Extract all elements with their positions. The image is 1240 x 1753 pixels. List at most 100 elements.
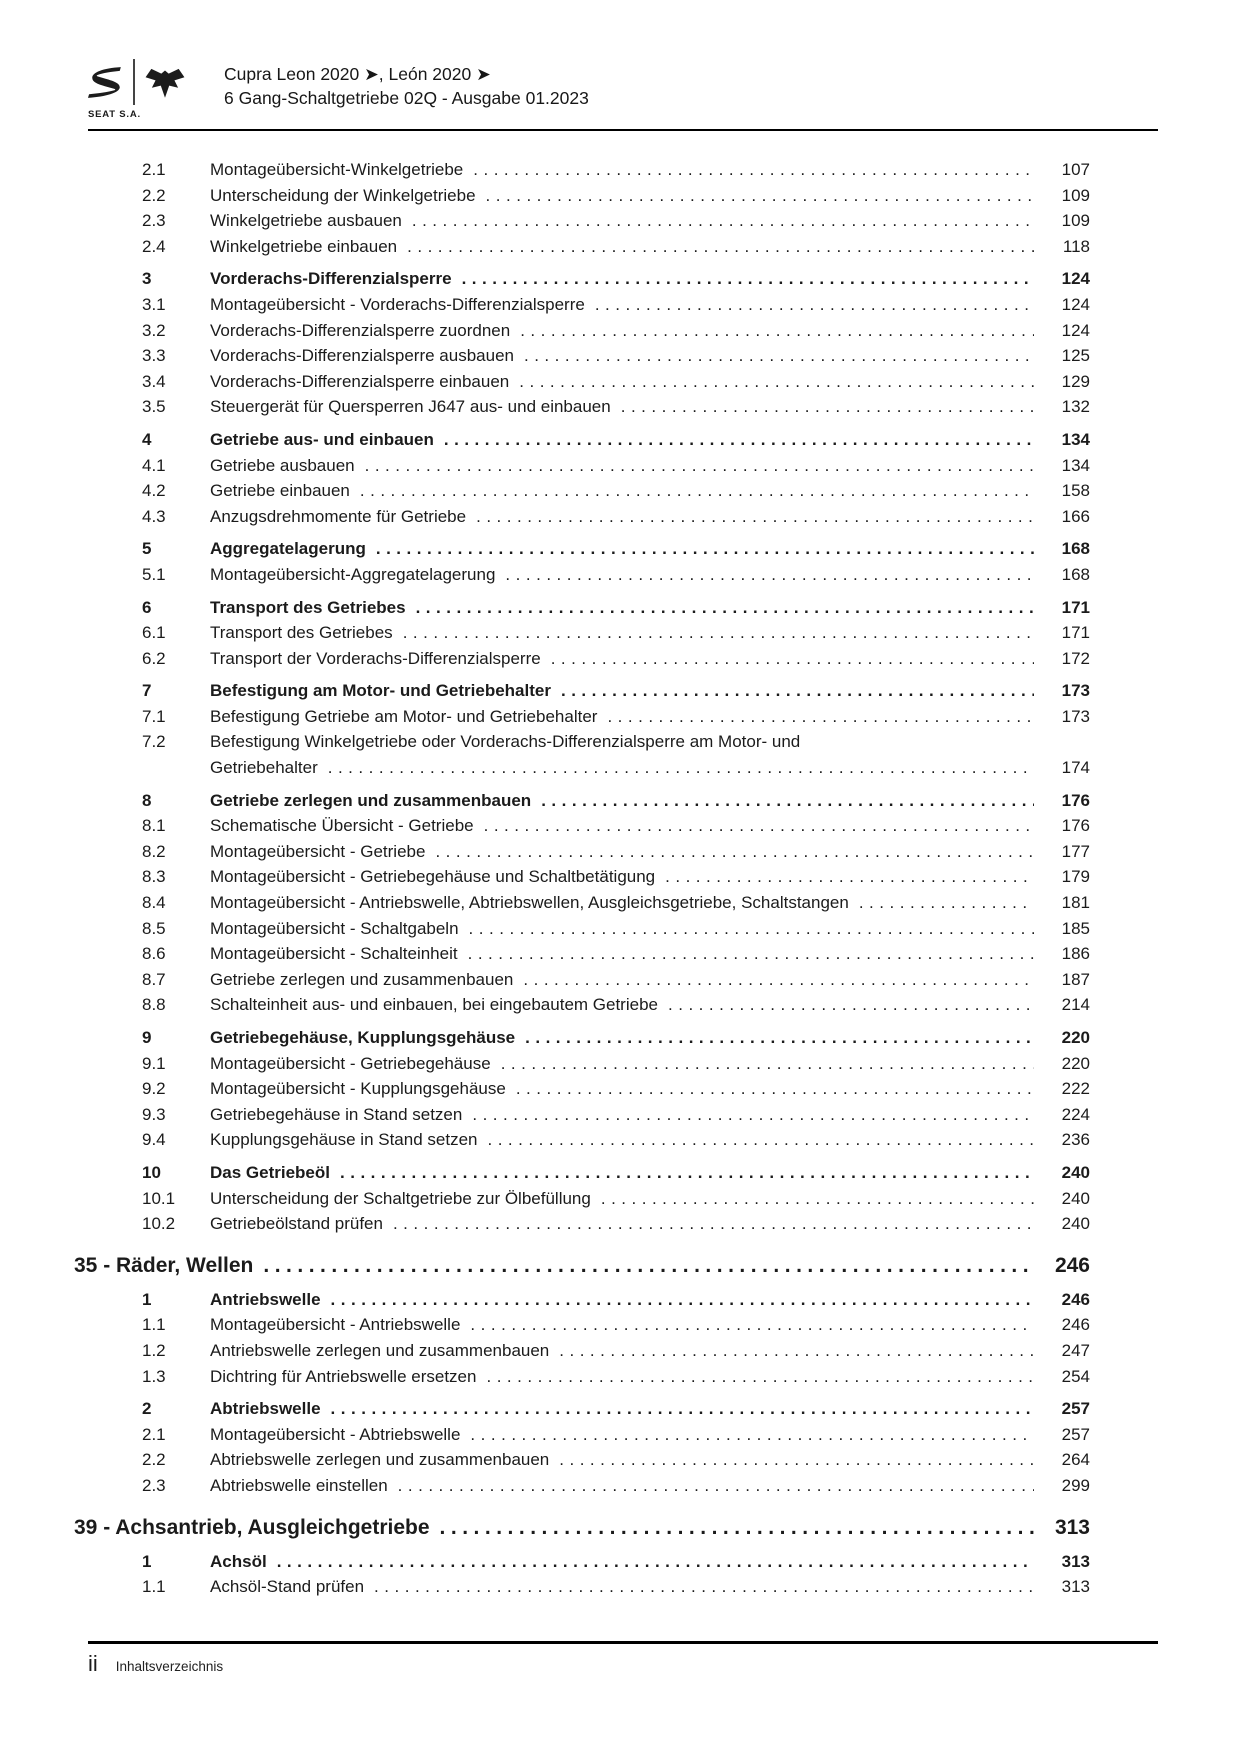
toc-entry-number: 4.2 xyxy=(142,481,166,501)
toc-entry: 1.1 Achsöl-Stand prüfen 313 xyxy=(88,1574,1090,1600)
toc-entry-number: 6.1 xyxy=(142,623,166,643)
toc-entry-title: Montageübersicht-Aggregatelagerung xyxy=(210,564,496,584)
toc-entry: 8.4 Montageübersicht - Antriebswelle, Ab… xyxy=(88,890,1090,916)
toc-entry-page: 181 xyxy=(1061,893,1090,913)
toc-entry-title: Unterscheidung der Winkelgetriebe xyxy=(210,185,476,205)
toc-entry-number: 1 xyxy=(142,1289,152,1309)
toc-entry-page: 171 xyxy=(1061,597,1090,617)
dot-leader xyxy=(470,1422,1034,1448)
toc-entry-title: 39 - Achsantrieb, Ausgleichgetriebe xyxy=(74,1515,430,1539)
toc-entry: 4.3 Anzugsdrehmomente für Getriebe 166 xyxy=(88,504,1090,530)
toc-entry-page: 224 xyxy=(1061,1104,1090,1124)
toc-entry-title: Winkelgetriebe einbauen xyxy=(210,236,398,256)
toc-entry-number: 6 xyxy=(142,597,152,617)
toc-entry-number: 9.1 xyxy=(142,1053,166,1073)
toc-entry-page: 313 xyxy=(1061,1551,1090,1571)
toc-entry: 8.6 Montageübersicht - Schalteinheit 186 xyxy=(88,941,1090,967)
footer-page-number: ii xyxy=(88,1651,98,1676)
dot-leader xyxy=(416,595,1034,621)
toc-entry: 4 Getriebe aus- und einbauen 134 xyxy=(88,427,1090,453)
toc-entry-number: 2.2 xyxy=(142,1450,166,1470)
toc-entry-number: 2 xyxy=(142,1399,152,1419)
toc-entry-number: 1.3 xyxy=(142,1366,166,1386)
toc-entry-number: 3.4 xyxy=(142,371,166,391)
toc-entry-page: 240 xyxy=(1061,1162,1090,1182)
dot-leader xyxy=(561,678,1034,704)
dot-leader xyxy=(520,318,1034,344)
toc-entry-title: Montageübersicht - Antriebswelle xyxy=(210,1315,461,1335)
dot-leader xyxy=(472,1102,1034,1128)
dot-leader xyxy=(601,1186,1034,1212)
toc-entry-page: 172 xyxy=(1061,648,1090,668)
toc-entry-title: Getriebe ausbauen xyxy=(210,455,355,475)
toc-entry-title: Winkelgetriebe ausbauen xyxy=(210,211,402,231)
toc-entry: 8.7 Getriebe zerlegen und zusammenbauen … xyxy=(88,967,1090,993)
dot-leader xyxy=(470,1312,1034,1338)
toc-entry-number: 2.4 xyxy=(142,236,166,256)
toc-entry-title: Montageübersicht - Schaltgabeln xyxy=(210,918,459,938)
toc-entry-title: Befestigung am Motor- und Getriebehalter xyxy=(210,681,551,701)
toc-entry-number: 7.1 xyxy=(142,706,166,726)
toc-entry-title: Schematische Übersicht - Getriebe xyxy=(210,816,474,836)
dot-leader xyxy=(365,453,1034,479)
toc-entry: 2.1 Montageübersicht - Abtriebswelle 257 xyxy=(88,1422,1090,1448)
toc-entry: 10.1 Unterscheidung der Schaltgetriebe z… xyxy=(88,1186,1090,1212)
dot-leader xyxy=(468,941,1034,967)
toc-entry-number: 1.1 xyxy=(142,1315,166,1335)
toc-entry-page: 158 xyxy=(1061,481,1090,501)
logo-divider xyxy=(133,59,135,105)
dot-leader xyxy=(412,208,1034,234)
toc-entry-page: 125 xyxy=(1061,346,1090,366)
toc-entry: 8.2 Montageübersicht - Getriebe 177 xyxy=(88,839,1090,865)
toc-entry-title: Antriebswelle zerlegen und zusammenbauen xyxy=(210,1340,550,1360)
dot-leader xyxy=(374,1574,1034,1600)
toc-entry: 2.4 Winkelgetriebe einbauen 118 xyxy=(88,234,1090,260)
dot-leader xyxy=(541,788,1034,814)
dot-leader xyxy=(665,864,1034,890)
dot-leader xyxy=(607,704,1034,730)
toc-entry-page: 107 xyxy=(1061,160,1090,179)
dot-leader xyxy=(277,1549,1034,1575)
toc-entry-number: 1.2 xyxy=(142,1340,166,1360)
toc-entry-number: 10.1 xyxy=(142,1188,176,1208)
toc-entry-title: Getriebe zerlegen und zusammenbauen xyxy=(210,969,514,989)
dot-leader xyxy=(484,813,1034,839)
toc-entry-page: 179 xyxy=(1061,867,1090,887)
toc-entry-title: Transport des Getriebes xyxy=(210,623,393,643)
toc-entry-page: 173 xyxy=(1061,706,1090,726)
toc-entry: 2.3 Abtriebswelle einstellen 299 xyxy=(88,1473,1090,1499)
toc-entry: 8.1 Schematische Übersicht - Getriebe 17… xyxy=(88,813,1090,839)
toc-entry-title: Dichtring für Antriebswelle ersetzen xyxy=(210,1366,477,1386)
toc-entry-title: Montageübersicht-Winkelgetriebe xyxy=(210,160,464,179)
toc: 2.1 Montageübersicht-Winkelgetriebe 10 7 … xyxy=(74,157,1158,1600)
toc-entry-number: 3.1 xyxy=(142,294,166,314)
dot-leader xyxy=(360,478,1034,504)
page-header: SEAT S.A. Cupra Leon 2020 ➤, León 2020 ➤… xyxy=(88,59,1158,131)
toc-entry-number: 5 xyxy=(142,539,152,559)
toc-entry-title-line2: Getriebehalter xyxy=(210,758,318,778)
toc-entry-page: 174 xyxy=(1061,758,1090,778)
toc-entry-title: Vorderachs-Differenzialsperre zuordnen xyxy=(210,320,511,340)
toc-entry-page: 257 xyxy=(1061,1424,1090,1444)
toc-entry-continuation: Getriebehalter 174 xyxy=(210,755,1090,781)
toc-entry: 2.1 Montageübersicht-Winkelgetriebe 107 xyxy=(88,157,1090,183)
toc-entry: 9 Getriebegehäuse, Kupplungsgehäuse 220 xyxy=(88,1025,1090,1051)
toc-entry: 8.5 Montageübersicht - Schaltgabeln 185 xyxy=(88,916,1090,942)
toc-entry: 3.1 Montageübersicht - Vorderachs-Differ… xyxy=(88,292,1090,318)
toc-entry-number: 2.2 xyxy=(142,185,166,205)
toc-entry-page: 247 xyxy=(1061,1340,1090,1360)
dot-leader xyxy=(444,427,1034,453)
toc-entry-title: 35 - Räder, Wellen xyxy=(74,1253,254,1277)
toc-entry-page: 214 xyxy=(1061,995,1090,1015)
toc-entry-page: 168 xyxy=(1061,539,1090,559)
dot-leader xyxy=(516,1076,1034,1102)
toc-entry-page: 134 xyxy=(1061,455,1090,475)
toc-entry-page: 299 xyxy=(1061,1475,1090,1495)
toc-entry-number: 10 xyxy=(142,1162,161,1182)
toc-entry-title-line1: Befestigung Winkelgetriebe oder Vorderac… xyxy=(210,732,801,752)
dot-leader xyxy=(469,916,1034,942)
toc-entry-page: 118 xyxy=(1062,236,1090,256)
toc-entry-number: 8.4 xyxy=(142,893,166,913)
toc-entry-title: Transport der Vorderachs-Differenzialspe… xyxy=(210,648,541,668)
toc-entry-number: 9 xyxy=(142,1028,152,1047)
